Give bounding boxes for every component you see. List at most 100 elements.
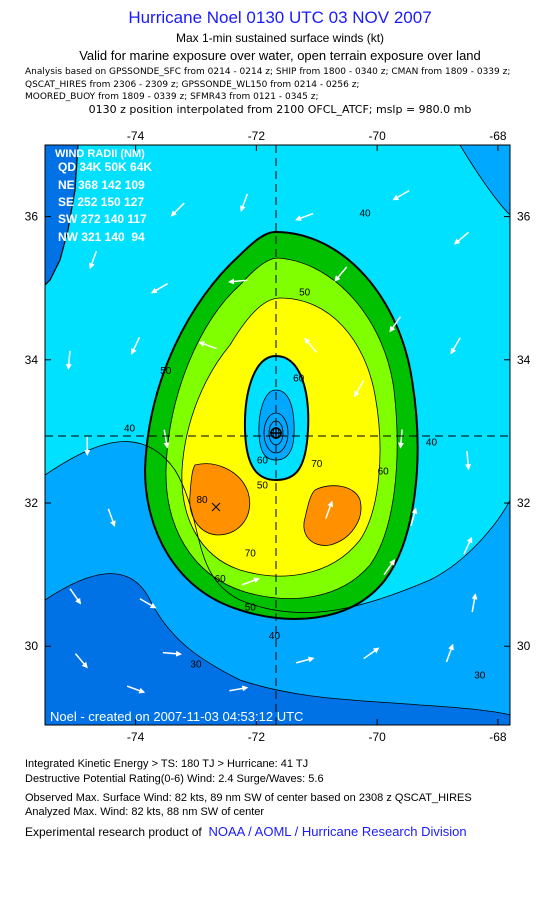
wind-arrow xyxy=(74,653,88,669)
x-tick-label: -70 xyxy=(368,730,386,744)
wind-arrow xyxy=(463,536,473,555)
wind-arrow xyxy=(162,650,182,657)
x-tick-label: -72 xyxy=(248,129,266,143)
contour-fill-30-ne xyxy=(460,145,510,215)
wind-arrow xyxy=(465,451,472,471)
chart-title: Hurricane Noel 0130 UTC 03 NOV 2007 xyxy=(128,8,432,27)
contour-label: 40 xyxy=(426,438,438,449)
wind-arrow xyxy=(304,337,318,353)
wind-arrow xyxy=(228,278,248,285)
wind-arrow xyxy=(445,643,454,663)
wind-radii-header: QD 34K 50K 64K xyxy=(58,160,152,174)
x-tick-label: -68 xyxy=(489,129,507,143)
storm-center-marker xyxy=(270,427,282,439)
wind-radii-row: SW 272 140 117 xyxy=(58,212,147,226)
contour-label: 80 xyxy=(196,495,208,506)
map-credit: Noel - created on 2007-11-03 04:53:12 UT… xyxy=(50,709,303,724)
position-note: 0130 z position interpolated from 2100 O… xyxy=(88,103,472,116)
wind-arrow xyxy=(450,337,461,355)
x-tick-label: -72 xyxy=(248,730,266,744)
contour-label: 30 xyxy=(190,660,202,671)
wind-arrow xyxy=(229,685,249,692)
wind-arrow xyxy=(107,508,116,527)
wind-arrow xyxy=(139,598,157,609)
wind-arrow xyxy=(241,577,260,586)
analyzed-max-wind: Analyzed Max. Wind: 82 kts, 88 nm SW of … xyxy=(25,806,265,818)
wind-radii-table: WIND RADII (NM) QD 34K 50K 64K NE 368 14… xyxy=(55,148,152,244)
wind-arrow xyxy=(353,380,365,398)
wind-arrow xyxy=(170,202,185,217)
wind-arrow xyxy=(392,189,410,201)
max-wind-marker xyxy=(211,502,221,512)
contour-label: 60 xyxy=(215,574,227,585)
wind-arrow xyxy=(65,350,72,370)
wind-arrow xyxy=(163,429,170,449)
wind-radii-row: NW 321 140 94 xyxy=(58,230,145,244)
contour-label: 60 xyxy=(257,456,269,467)
wind-arrow xyxy=(325,500,334,519)
wind-arrow xyxy=(334,266,348,282)
plot-area: 40 50 60 50 40 40 50 60 70 60 80 70 60 50 40 30 30 xyxy=(45,145,510,725)
y-tick-label: 30 xyxy=(25,639,39,653)
wind-arrow xyxy=(198,341,217,350)
contour-label: 70 xyxy=(245,549,257,560)
x-tick-label: -74 xyxy=(127,730,145,744)
y-tick-label: 30 xyxy=(517,639,531,653)
wind-arrow xyxy=(126,685,146,694)
contour-label: 40 xyxy=(269,631,281,642)
y-tick-label: 32 xyxy=(517,496,531,510)
x-tick-label: -70 xyxy=(368,129,386,143)
contour-label: 40 xyxy=(360,209,372,220)
research-credit-prefix: Experimental research product of xyxy=(25,825,202,839)
contour-label: 50 xyxy=(257,481,269,492)
wind-arrow xyxy=(410,507,418,527)
wind-arrows xyxy=(65,189,478,694)
analysis-line-1: Analysis based on GPSSONDE_SFC from 0214… xyxy=(25,67,511,77)
contour-label: 60 xyxy=(378,466,390,477)
wind-arrow xyxy=(240,193,249,212)
chart-subtitle: Max 1-min sustained surface winds (kt) xyxy=(175,31,385,45)
dpr-line: Destructive Potential Rating(0-6) Wind: … xyxy=(25,773,324,785)
research-credit-org[interactable]: NOAA / AOML / Hurricane Research Divisio… xyxy=(208,824,467,839)
eye-inner xyxy=(258,390,295,460)
wind-arrow xyxy=(69,588,82,605)
analysis-line-3: MOORED_BUOY from 1809 - 0339 z; SFMR43 f… xyxy=(25,92,319,102)
wind-radii-title: WIND RADII (NM) xyxy=(55,148,145,160)
contour-labels: 40 50 60 50 40 40 50 60 70 60 80 70 60 50 40 30 30 xyxy=(124,209,486,682)
wind-arrow xyxy=(131,337,141,355)
wind-arrow xyxy=(89,250,98,270)
wind-arrow xyxy=(383,559,396,576)
wind-arrow xyxy=(389,316,402,333)
y-tick-label: 32 xyxy=(25,496,39,510)
y-tick-label: 34 xyxy=(517,353,531,367)
observed-max-wind: Observed Max. Surface Wind: 82 kts, 89 n… xyxy=(25,792,472,804)
wind-arrow xyxy=(150,283,168,294)
contour-fill-80-sw xyxy=(189,463,250,535)
contour-fill-80-se xyxy=(303,485,361,546)
contour-label: 70 xyxy=(311,459,323,470)
chart-subtitle-exposure: Valid for marine exposure over water, op… xyxy=(79,48,481,63)
contour-label: 50 xyxy=(299,287,311,298)
axis-ticks: -74 -74 -72 -72 -70 -70 -68 -68 30 30 32 32 34 34 36 36 xyxy=(25,129,531,744)
wind-arrow xyxy=(453,231,470,245)
contour-label: 40 xyxy=(124,423,136,434)
x-tick-label: -74 xyxy=(127,129,145,143)
x-tick-label: -68 xyxy=(489,730,507,744)
y-tick-label: 36 xyxy=(25,210,39,224)
ike-line: Integrated Kinetic Energy > TS: 180 TJ >… xyxy=(25,758,309,770)
wind-arrow xyxy=(295,656,315,664)
contour-fill-20 xyxy=(45,573,510,725)
wind-arrow xyxy=(363,647,380,660)
wind-arrow xyxy=(397,429,404,449)
contour-label: 50 xyxy=(245,602,257,613)
wind-radii-row: SE 252 150 127 xyxy=(58,195,144,209)
analysis-line-2: QSCAT_HIRES from 2306 - 2309 z; GPSSONDE… xyxy=(25,80,360,90)
plot-frame xyxy=(44,144,511,726)
wind-arrow xyxy=(295,212,314,221)
coastline-fill xyxy=(45,145,78,285)
contour-label: 60 xyxy=(293,373,305,384)
wind-radii-row: NE 368 142 109 xyxy=(58,178,145,192)
contour-label: 50 xyxy=(160,366,172,377)
y-tick-label: 34 xyxy=(25,353,39,367)
